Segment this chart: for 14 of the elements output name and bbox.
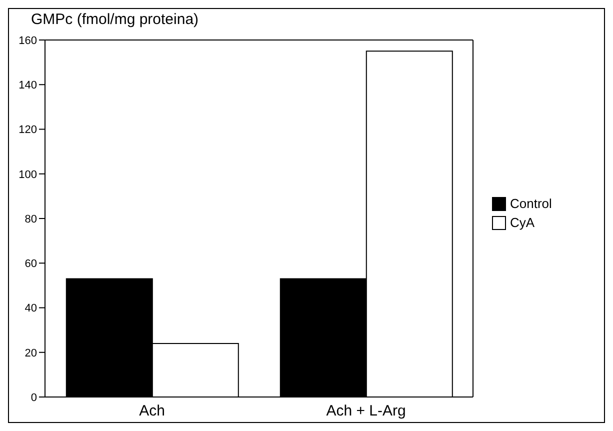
y-tick-label: 120 xyxy=(18,124,37,136)
y-tick-label: 0 xyxy=(30,392,37,404)
y-tick-label: 140 xyxy=(18,80,37,92)
y-tick-label: 160 xyxy=(18,34,37,47)
legend-label: CyA xyxy=(510,215,535,230)
y-tick-label: 100 xyxy=(18,168,37,181)
y-tick-label: 60 xyxy=(24,258,37,270)
y-tick-label: 40 xyxy=(24,302,37,315)
legend-label: Control xyxy=(510,196,552,211)
y-tick-label: 20 xyxy=(24,347,37,360)
y-tick-label: 80 xyxy=(24,213,37,226)
x-tick-label: Ach xyxy=(139,402,165,420)
y-axis-title: GMPc (fmol/mg proteina) xyxy=(31,11,199,28)
x-tick-label: Ach + L-Arg xyxy=(326,402,406,420)
